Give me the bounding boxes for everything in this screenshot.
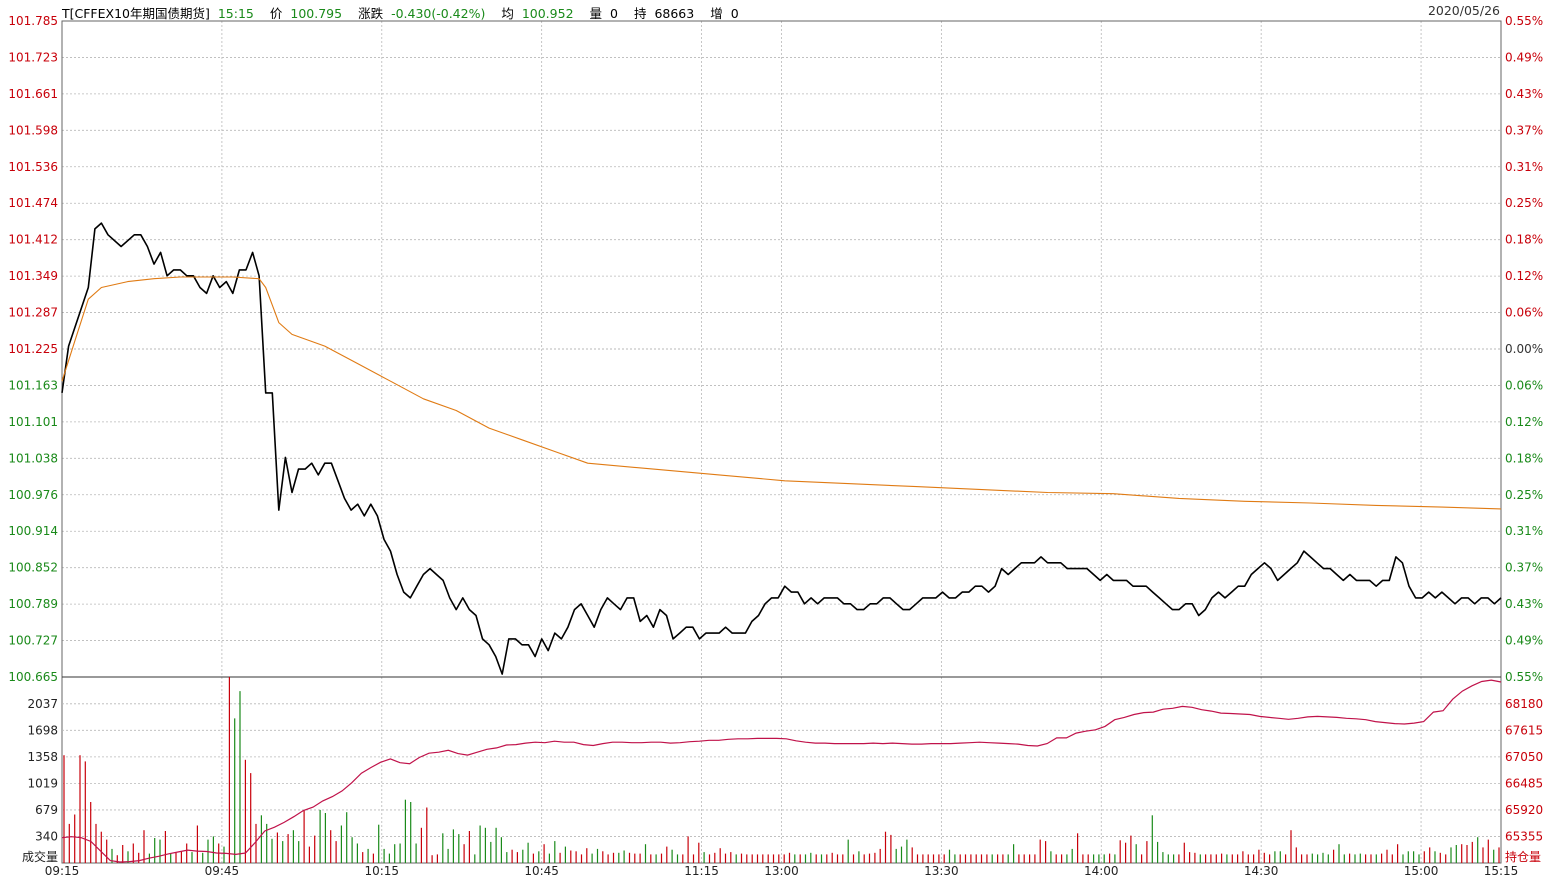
- volume-axis-label: 成交量: [22, 849, 58, 864]
- time-tick-label: 13:30: [924, 864, 959, 878]
- percent-tick-label: 0.55%: [1505, 670, 1543, 684]
- oi-tick-label: 66485: [1505, 776, 1543, 790]
- percent-tick-label: 0.37%: [1505, 123, 1543, 137]
- percent-tick-label: 0.37%: [1505, 561, 1543, 575]
- price-tick-label: 100.914: [8, 524, 58, 538]
- volume-tick-label: 1358: [27, 750, 58, 764]
- oi-tick-label: 65355: [1505, 829, 1543, 843]
- price-tick-label: 100.852: [8, 561, 58, 575]
- percent-tick-label: 0.12%: [1505, 269, 1543, 283]
- price-tick-label: 101.101: [8, 415, 58, 429]
- oi-tick-label: 68180: [1505, 697, 1543, 711]
- price-tick-label: 101.723: [8, 50, 58, 64]
- percent-tick-label: 0.55%: [1505, 14, 1543, 28]
- time-tick-label: 09:15: [45, 864, 80, 878]
- price-tick-label: 101.038: [8, 451, 58, 465]
- time-tick-label: 11:15: [684, 864, 719, 878]
- open-interest-value: 68663: [654, 6, 695, 21]
- percent-tick-label: 0.06%: [1505, 378, 1543, 392]
- percent-tick-label: 0.12%: [1505, 415, 1543, 429]
- open-interest-label: 持: [633, 6, 647, 21]
- date-label: 2020/05/26: [1427, 3, 1500, 18]
- time-tick-label: 14:30: [1244, 864, 1279, 878]
- avg-label: 均: [501, 6, 514, 21]
- price-tick-label: 100.789: [8, 597, 58, 611]
- price-tick-label: 101.536: [8, 160, 58, 174]
- increase-label: 增: [710, 6, 723, 21]
- price-tick-label: 101.163: [8, 378, 58, 392]
- change-label: 涨跌: [358, 6, 384, 21]
- time-tick-label: 13:00: [764, 864, 799, 878]
- price-tick-label: 101.598: [8, 123, 58, 137]
- time-value: 15:15: [217, 6, 254, 21]
- volume-value: 0: [610, 6, 618, 21]
- volume-tick-label: 340: [35, 829, 58, 843]
- price-tick-label: 101.661: [8, 87, 58, 101]
- time-tick-label: 09:45: [205, 864, 240, 878]
- percent-tick-label: 0.18%: [1505, 233, 1543, 247]
- open-interest-line: [61, 679, 1502, 863]
- oi-axis-label: 持仓量: [1505, 849, 1541, 864]
- price-tick-label: 101.412: [8, 233, 58, 247]
- oi-tick-label: 67050: [1505, 750, 1543, 764]
- price-line: [61, 222, 1502, 675]
- time-tick-label: 10:15: [364, 864, 399, 878]
- oi-tick-label: 67615: [1505, 723, 1543, 737]
- volume-tick-label: 679: [35, 803, 58, 817]
- price-tick-label: 100.727: [8, 634, 58, 648]
- time-tick-label: 14:00: [1084, 864, 1119, 878]
- percent-tick-label: 0.49%: [1505, 50, 1543, 64]
- percent-tick-label: 0.43%: [1505, 597, 1543, 611]
- price-value: 100.795: [290, 6, 343, 21]
- increase-value: 0: [730, 6, 739, 21]
- percent-tick-label: 0.06%: [1505, 306, 1543, 320]
- percent-tick-label: 0.31%: [1505, 524, 1543, 538]
- percent-tick-label: 0.00%: [1505, 342, 1543, 356]
- percent-tick-label: 0.18%: [1505, 451, 1543, 465]
- price-tick-label: 101.225: [8, 342, 58, 356]
- price-tick-label: 101.785: [8, 14, 58, 28]
- volume-tick-label: 1698: [27, 723, 58, 737]
- price-tick-label: 100.665: [8, 670, 58, 684]
- chart-frame: [61, 20, 1502, 864]
- percent-tick-label: 0.49%: [1505, 634, 1543, 648]
- change-value: -0.430(-0.42%): [391, 6, 486, 21]
- time-tick-label: 15:15: [1484, 864, 1519, 878]
- price-tick-label: 100.976: [8, 488, 58, 502]
- time-tick-label: 15:00: [1404, 864, 1439, 878]
- percent-tick-label: 0.25%: [1505, 196, 1543, 210]
- price-label: 价: [269, 6, 283, 21]
- percent-tick-label: 0.25%: [1505, 488, 1543, 502]
- percent-tick-label: 0.43%: [1505, 87, 1543, 101]
- price-tick-label: 101.474: [8, 196, 58, 210]
- avg-value: 100.952: [521, 6, 574, 21]
- volume-label: 量: [589, 6, 603, 21]
- average-price-line: [61, 276, 1502, 510]
- time-tick-label: 10:45: [524, 864, 559, 878]
- volume-tick-label: 2037: [27, 697, 58, 711]
- percent-tick-label: 0.31%: [1505, 160, 1543, 174]
- symbol-label: T[CFFEX10年期国债期货]: [62, 6, 210, 21]
- quote-header: T[CFFEX10年期国债期货] 15:15 价 100.795 涨跌 -0.4…: [62, 3, 743, 21]
- volume-tick-label: 1019: [27, 776, 58, 790]
- price-tick-label: 101.349: [8, 269, 58, 283]
- price-tick-label: 101.287: [8, 306, 58, 320]
- oi-tick-label: 65920: [1505, 803, 1543, 817]
